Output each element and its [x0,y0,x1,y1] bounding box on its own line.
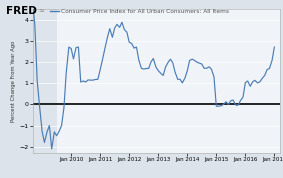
Text: FRED: FRED [6,6,37,16]
Text: ≈: ≈ [38,8,44,14]
Bar [33,9,57,153]
Text: Consumer Price Index for All Urban Consumers: All Items: Consumer Price Index for All Urban Consu… [61,9,229,14]
Y-axis label: Percent Change From Year Ago: Percent Change From Year Ago [11,40,16,122]
